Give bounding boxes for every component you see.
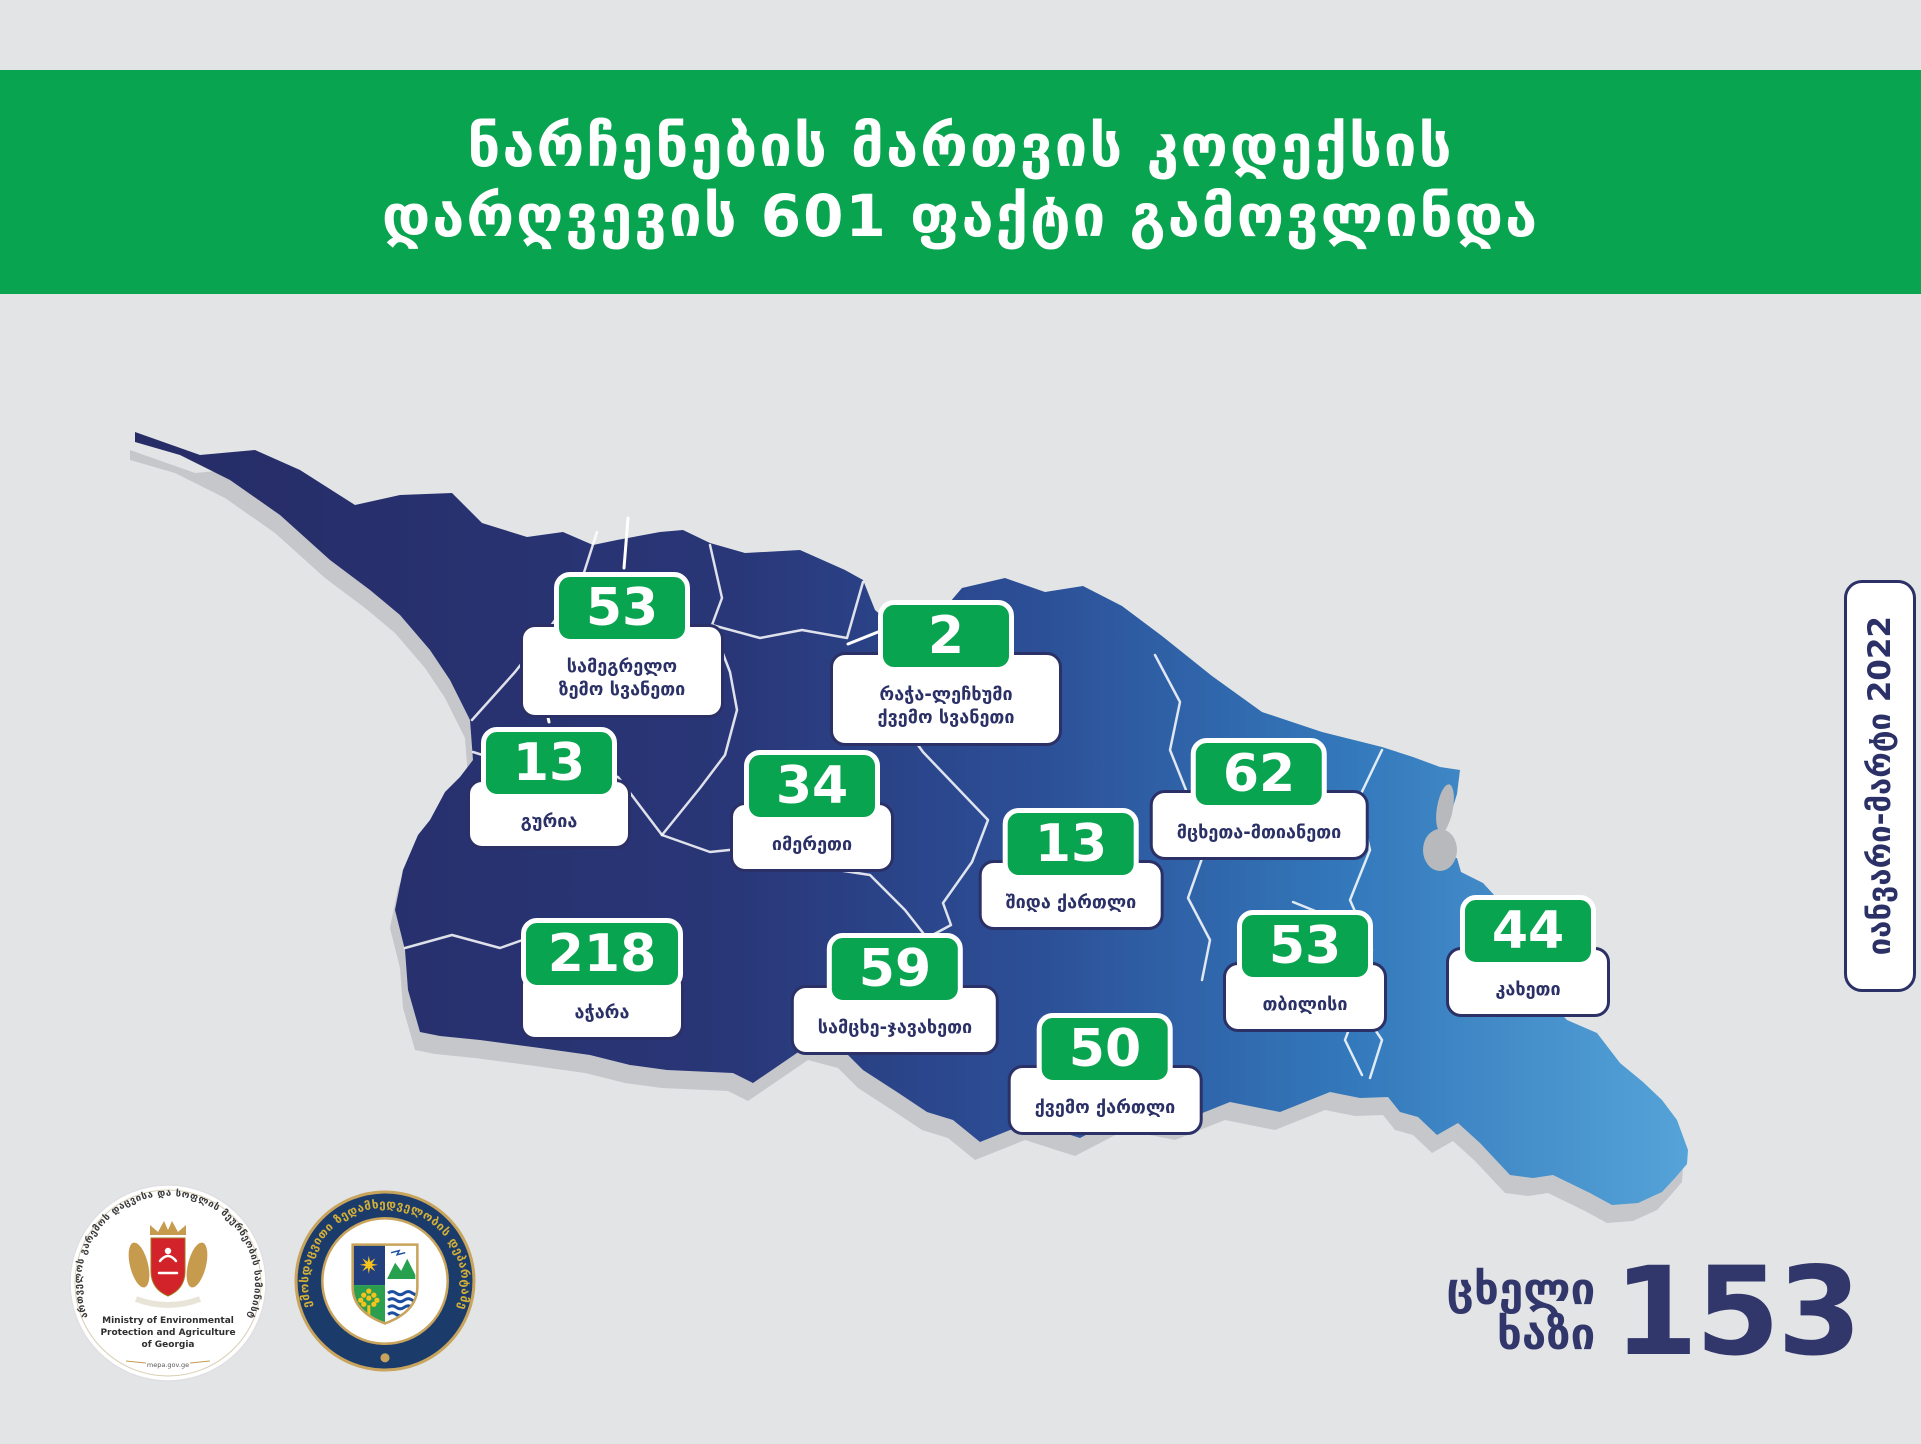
georgia-country-shape	[135, 432, 1688, 1205]
ministry-website: mepa.gov.ge	[147, 1361, 189, 1369]
coat-of-arms-shield	[150, 1237, 186, 1297]
hotline-label-line1: ცხელი	[1446, 1264, 1596, 1316]
grey-enclaves	[1423, 784, 1457, 871]
hotline-label: ცხელი ხაზი	[1446, 1264, 1596, 1360]
region-callout-samegrelo-zemo-svaneti: 53 სამეგრელო ზემო სვანეთი	[520, 572, 724, 718]
region-value-badge: 50	[1036, 1013, 1173, 1085]
ministry-name-en-line1: Ministry of Environmental	[102, 1316, 234, 1326]
region-value-badge: 62	[1191, 738, 1327, 810]
region-callout-racha-lechkhumi: 2 რაჭა-ლეჩხუმი ქვემო სვანეთი	[830, 600, 1062, 746]
ministry-name-en-line2: Protection and Agriculture	[100, 1328, 235, 1338]
region-callout-samtskhe-javakheti: 59 სამცხე-ჯავახეთი	[790, 933, 1000, 1056]
ribbon	[134, 1296, 202, 1308]
environmental-supervision-logo: გარემოსდაცვითი ზედამხედველობის დეპარტამე…	[294, 1190, 476, 1372]
ministry-name-en-line3: of Georgia	[142, 1340, 195, 1350]
hotline-number: 153	[1613, 1241, 1862, 1383]
st-george-figure	[157, 1247, 179, 1275]
region-value-badge: 34	[744, 750, 880, 822]
region-callout-shida-kartli: 13 შიდა ქართლი	[978, 808, 1164, 931]
lion-supporters	[128, 1242, 208, 1288]
ministry-seal-icon: საქართველოს გარემოს დაცვისა და სოფლის მე…	[69, 1184, 267, 1382]
region-callout-adjara: 218 აჭარა	[520, 918, 684, 1041]
region-value-badge: 2	[878, 600, 1014, 672]
seal-dot	[380, 1353, 390, 1363]
region-callout-tbilisi: 53 თბილისი	[1223, 910, 1387, 1033]
region-callout-kakheti: 44 კახეთი	[1446, 895, 1610, 1018]
region-value-badge: 13	[1003, 808, 1139, 880]
period-badge: იანვარი-მარტი 2022	[1844, 580, 1916, 992]
georgia-map-svg	[130, 432, 1688, 1223]
georgia-map	[100, 420, 1760, 1240]
region-value-badge: 53	[1237, 910, 1373, 982]
region-callout-kvemo-kartli: 50 ქვემო ქართლი	[1007, 1013, 1203, 1136]
crown-icon	[150, 1221, 186, 1235]
region-value-badge: 53	[554, 572, 690, 644]
region-value-badge: 59	[826, 933, 963, 1005]
title-line-1: ნარჩენების მართვის კოდექსის	[467, 112, 1454, 181]
tree-icon	[358, 1288, 380, 1320]
hotline-block: ცხელი ხაზი 153	[1446, 1241, 1862, 1383]
flag-icon	[390, 1249, 406, 1256]
sun-icon	[359, 1255, 378, 1274]
region-value-badge: 13	[481, 727, 617, 799]
region-value-badge: 218	[520, 918, 684, 990]
region-callout-mtskheta-mtianeti: 62 მცხეთა-მთიანეთი	[1149, 738, 1369, 861]
mountains-icon	[387, 1258, 416, 1279]
title-line-2: დარღვევის 601 ფაქტი გამოვლინდა	[381, 182, 1540, 250]
region-callout-imereti: 34 იმერეთი	[730, 750, 894, 873]
supervision-seal-icon: გარემოსდაცვითი ზედამხედველობის დეპარტამე…	[294, 1190, 476, 1372]
hotline-label-line2: ხაზი	[1496, 1308, 1596, 1360]
ministry-logo: საქართველოს გარემოს დაცვისა და სოფლის მე…	[68, 1183, 268, 1383]
header-banner: ნარჩენების მართვის კოდექსის დარღვევის 60…	[0, 70, 1921, 294]
period-badge-text: იანვარი-მარტი 2022	[1862, 616, 1898, 956]
region-value-badge: 44	[1460, 895, 1596, 967]
region-callout-guria: 13 გურია	[467, 727, 631, 850]
